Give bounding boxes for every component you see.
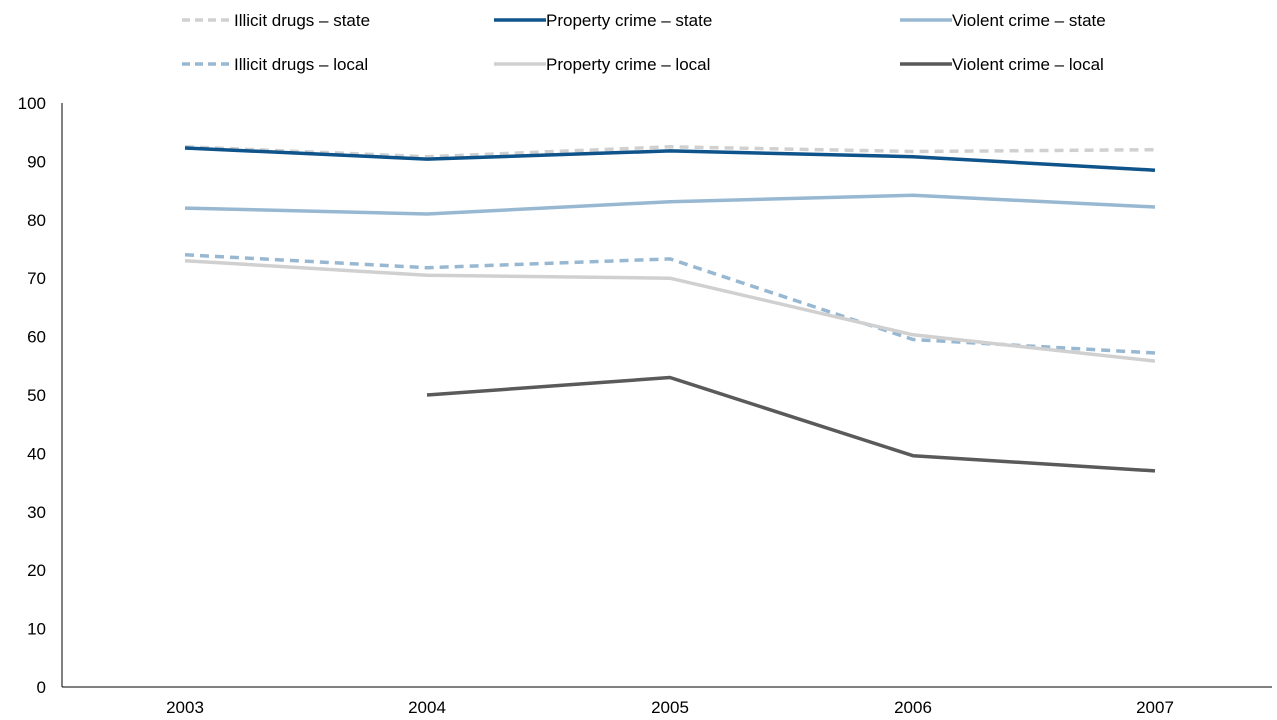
- legend: Illicit drugs – state Property crime – st…: [182, 11, 1106, 74]
- legend-label: Violent crime – state: [952, 11, 1106, 30]
- series-line-4: [184, 258, 1156, 363]
- y-tick-label: 50: [27, 386, 46, 405]
- legend-item: Violent crime – state: [900, 11, 1106, 30]
- series-line-3: [184, 253, 1156, 355]
- x-tick-labels: 2003 2004 2005 2006 2007: [166, 698, 1174, 717]
- y-tick-label: 0: [37, 678, 46, 697]
- x-tick-label: 2005: [651, 698, 689, 717]
- x-tick-label: 2004: [408, 698, 446, 717]
- series-line-1: [184, 146, 1156, 172]
- y-tick-label: 100: [18, 94, 46, 113]
- series-line-5: [426, 375, 1156, 473]
- legend-label: Illicit drugs – state: [234, 11, 370, 30]
- series-line-0: [184, 145, 1156, 159]
- legend-item: Illicit drugs – local: [182, 55, 368, 74]
- x-tick-label: 2006: [894, 698, 932, 717]
- legend-item: Property crime – state: [494, 11, 712, 30]
- legend-label: Property crime – state: [546, 11, 712, 30]
- x-tick-label: 2007: [1136, 698, 1174, 717]
- y-tick-label: 90: [27, 152, 46, 171]
- y-tick-label: 10: [27, 620, 46, 639]
- legend-item: Property crime – local: [494, 55, 710, 74]
- series-line-2: [184, 193, 1156, 216]
- legend-label: Violent crime – local: [952, 55, 1104, 74]
- y-tick-label: 20: [27, 561, 46, 580]
- y-tick-labels: 0 10 20 30 40 50 60 70 80 90 100: [18, 94, 46, 697]
- legend-item: Violent crime – local: [900, 55, 1104, 74]
- legend-label: Property crime – local: [546, 55, 710, 74]
- x-tick-label: 2003: [166, 698, 204, 717]
- y-tick-label: 70: [27, 269, 46, 288]
- y-tick-label: 60: [27, 328, 46, 347]
- y-tick-label: 40: [27, 444, 46, 463]
- legend-item: Illicit drugs – state: [182, 11, 370, 30]
- y-tick-label: 30: [27, 503, 46, 522]
- y-tick-label: 80: [27, 211, 46, 230]
- legend-label: Illicit drugs – local: [234, 55, 368, 74]
- plot-lines: [184, 145, 1156, 473]
